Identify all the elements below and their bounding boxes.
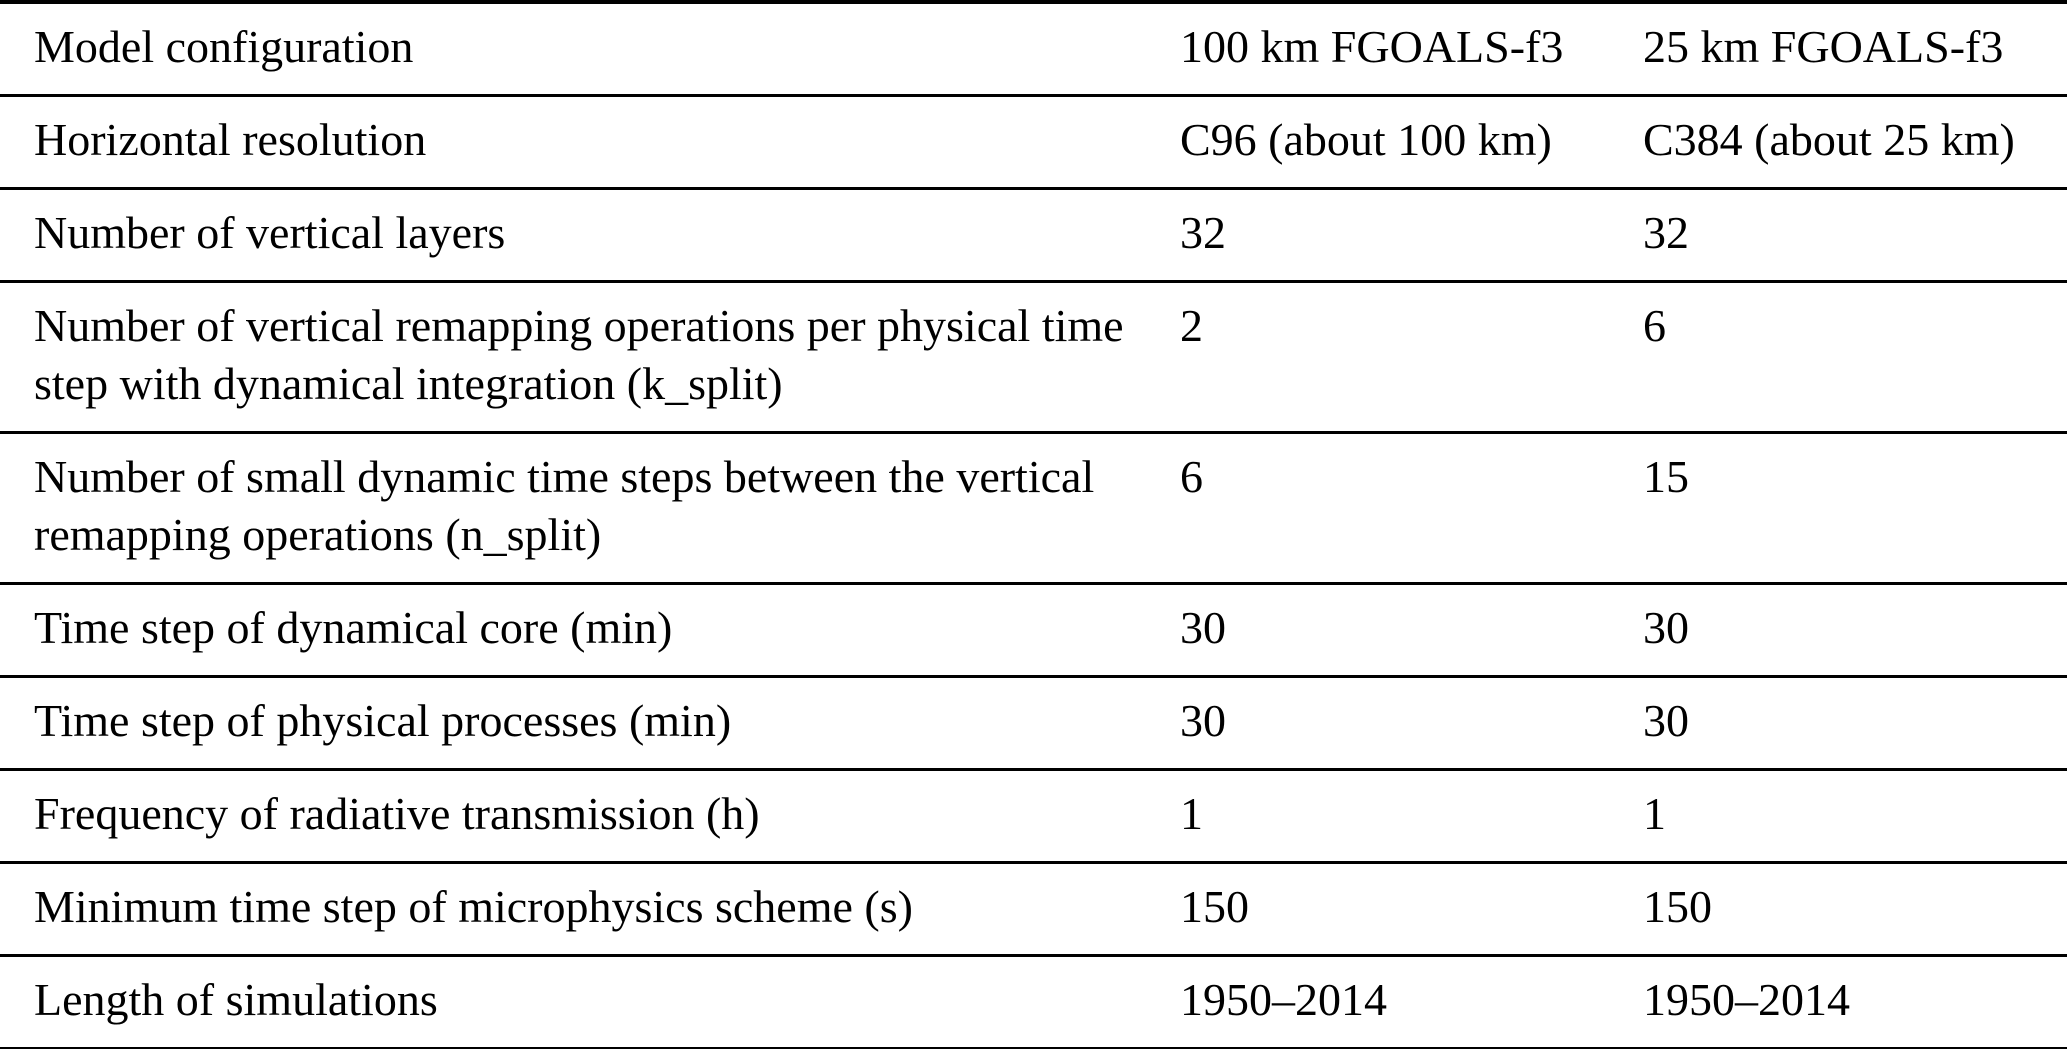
row-label: Time step of dynamical core (min) xyxy=(34,602,673,653)
table-row-simulation-length: Length of simulations 1950–2014 1950–201… xyxy=(0,956,2067,1049)
row-label: Minimum time step of microphysics scheme… xyxy=(34,881,913,932)
table-row-vertical-layers: Number of vertical layers 32 32 xyxy=(0,189,2067,282)
table-row-physical-processes-timestep: Time step of physical processes (min) 30… xyxy=(0,677,2067,770)
table-row-horizontal-resolution: Horizontal resolution C96 (about 100 km)… xyxy=(0,96,2067,189)
header-100km-fgoals-f3: 100 km FGOALS-f3 xyxy=(1180,21,1564,72)
value-25km: 1950–2014 xyxy=(1643,974,1850,1025)
row-label: Number of vertical layers xyxy=(34,207,506,258)
value-25km: 32 xyxy=(1643,207,1689,258)
table-row-k-split: Number of vertical remapping operations … xyxy=(0,282,2067,433)
table-header-row: Model configuration 100 km FGOALS-f3 25 … xyxy=(0,2,2067,96)
value-100km: 2 xyxy=(1180,300,1203,351)
row-label: Length of simulations xyxy=(34,974,438,1025)
value-25km: 1 xyxy=(1643,788,1666,839)
row-label: Number of vertical remapping operations … xyxy=(34,300,1124,409)
table-row-radiative-transmission-frequency: Frequency of radiative transmission (h) … xyxy=(0,770,2067,863)
value-100km: 30 xyxy=(1180,602,1226,653)
row-label: Time step of physical processes (min) xyxy=(34,695,732,746)
value-100km: 6 xyxy=(1180,451,1203,502)
table-row-microphysics-timestep: Minimum time step of microphysics scheme… xyxy=(0,863,2067,956)
value-100km: C96 (about 100 km) xyxy=(1180,114,1552,165)
table-row-dynamical-core-timestep: Time step of dynamical core (min) 30 30 xyxy=(0,584,2067,677)
value-100km: 30 xyxy=(1180,695,1226,746)
row-label: Horizontal resolution xyxy=(34,114,427,165)
value-25km: 6 xyxy=(1643,300,1666,351)
row-label: Frequency of radiative transmission (h) xyxy=(34,788,760,839)
value-100km: 32 xyxy=(1180,207,1226,258)
value-100km: 150 xyxy=(1180,881,1249,932)
value-25km: 150 xyxy=(1643,881,1712,932)
value-100km: 1 xyxy=(1180,788,1203,839)
value-25km: 30 xyxy=(1643,695,1689,746)
value-25km: 15 xyxy=(1643,451,1689,502)
table-row-n-split: Number of small dynamic time steps betwe… xyxy=(0,433,2067,584)
header-model-configuration: Model configuration xyxy=(34,21,414,72)
value-25km: 30 xyxy=(1643,602,1689,653)
header-25km-fgoals-f3: 25 km FGOALS-f3 xyxy=(1643,21,2004,72)
value-100km: 1950–2014 xyxy=(1180,974,1387,1025)
value-25km: C384 (about 25 km) xyxy=(1643,114,2015,165)
row-label: Number of small dynamic time steps betwe… xyxy=(34,451,1095,560)
